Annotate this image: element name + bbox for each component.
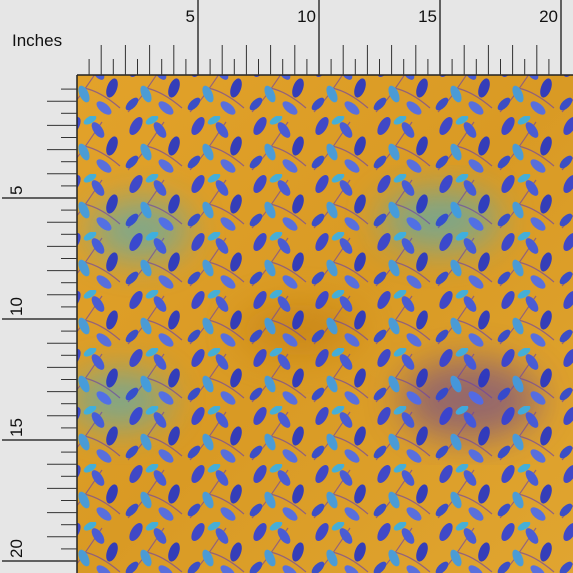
ruler-label: 10: [297, 7, 316, 26]
ruler-label: 15: [7, 418, 26, 437]
ruler-label: 20: [539, 7, 558, 26]
unit-label: Inches: [12, 31, 62, 50]
fabric: [70, 75, 573, 573]
ruler-label: 5: [7, 186, 26, 195]
ruler-label: 5: [186, 7, 195, 26]
ruler-label: 20: [7, 539, 26, 558]
ruler-label: 10: [7, 297, 26, 316]
ruler-label: 15: [418, 7, 437, 26]
